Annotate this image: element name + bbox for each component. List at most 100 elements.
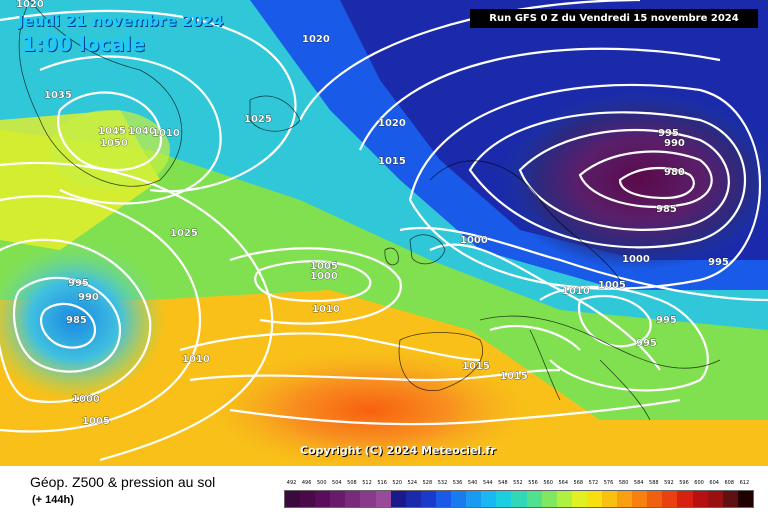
scale-swatch	[526, 491, 542, 507]
pressure-label: 1050	[100, 138, 128, 149]
pressure-label: 1000	[460, 235, 488, 246]
pressure-label: 995	[656, 315, 677, 326]
scale-swatch	[617, 491, 633, 507]
scale-tick-label: 504	[332, 480, 342, 486]
pressure-label: 1005	[82, 416, 110, 427]
pressure-label: 1025	[244, 114, 272, 125]
scale-swatch	[405, 491, 421, 507]
scale-swatches	[284, 490, 754, 508]
pressure-label: 1020	[16, 0, 44, 10]
pressure-label: 995	[636, 338, 657, 349]
scale-swatch	[481, 491, 497, 507]
forecast-date: Jeudi 21 novembre 2024	[18, 12, 224, 30]
scale-tick-label: 532	[437, 480, 448, 486]
scale-tick-label: 516	[377, 480, 387, 486]
scale-tick-label: 520	[392, 480, 402, 486]
pressure-label: 1035	[44, 90, 72, 101]
scale-ticks: 492 496 500 504 508 512 516 520 524 528 532 536 540 5…	[284, 480, 752, 486]
scale-swatch	[737, 491, 753, 507]
isobars	[0, 0, 768, 462]
scale-swatch	[632, 491, 648, 507]
scale-swatch	[420, 491, 436, 507]
scale-swatch	[330, 491, 346, 507]
pressure-label: 1020	[378, 118, 406, 129]
scale-swatch	[556, 491, 572, 507]
color-scale: 492 496 500 504 508 512 516 520 524 528 532 536 540 5…	[284, 480, 754, 510]
model-run-banner: Run GFS 0 Z du Vendredi 15 novembre 2024	[470, 9, 758, 28]
pressure-label: 995	[658, 128, 679, 139]
scale-tick-label: 568	[573, 480, 584, 486]
coastlines	[18, 0, 721, 421]
scale-tick-label: 524	[407, 480, 418, 486]
scale-tick-label: 612	[739, 480, 750, 486]
pressure-label: 995	[68, 278, 89, 289]
scale-tick-label: 572	[588, 480, 599, 486]
scale-tick-label: 536	[452, 480, 463, 486]
pressure-label: 1015	[500, 371, 528, 382]
pressure-label: 995	[708, 257, 729, 268]
scale-swatch	[345, 491, 361, 507]
scale-tick-label: 548	[498, 480, 508, 486]
scale-swatch	[692, 491, 708, 507]
scale-tick-label: 528	[422, 480, 433, 486]
pressure-label: 1010	[182, 354, 210, 365]
pressure-label: 985	[66, 315, 87, 326]
pressure-label: 1005	[598, 280, 626, 291]
pressure-label: 980	[664, 167, 685, 178]
pressure-label: 1015	[462, 361, 490, 372]
scale-swatch	[435, 491, 452, 507]
scale-tick-label: 604	[709, 480, 719, 486]
scale-swatch	[707, 491, 723, 507]
scale-swatch	[360, 491, 376, 507]
scale-swatch	[541, 491, 557, 507]
low-europe	[500, 90, 768, 270]
legend-subtitle: (+ 144h)	[32, 494, 74, 506]
scale-swatch	[466, 491, 482, 507]
scale-tick-label: 588	[649, 480, 659, 486]
pressure-label: 1045	[98, 126, 126, 137]
pressure-label: 1040	[128, 126, 156, 137]
scale-tick-label: 508	[347, 480, 357, 486]
legend-panel: Géop. Z500 & pression au sol (+ 144h) 49…	[0, 466, 768, 512]
legend-title: Géop. Z500 & pression au sol	[30, 474, 216, 490]
scale-tick-label: 584	[633, 480, 644, 486]
scale-swatch	[375, 491, 391, 507]
scale-tick-label: 556	[528, 480, 538, 486]
scale-tick-label: 560	[543, 480, 553, 486]
pressure-label: 1010	[152, 128, 180, 139]
weather-map: 1020 1020 1035 1045 1050 1040 1010 1025 …	[0, 0, 768, 466]
pressure-label: 1000	[72, 394, 100, 405]
pressure-label: 1010	[562, 286, 590, 297]
scale-tick-label: 500	[316, 480, 327, 486]
scale-tick-label: 596	[679, 480, 689, 486]
copyright-text: Copyright (C) 2024 Meteociel.fr	[300, 444, 496, 457]
scale-swatch	[571, 491, 587, 507]
scale-swatch	[285, 491, 301, 507]
scale-tick-label: 496	[301, 480, 312, 486]
scale-swatch	[300, 491, 316, 507]
scale-swatch	[511, 491, 527, 507]
pressure-label: 1000	[622, 254, 650, 265]
pressure-label: 1000	[72, 394, 100, 405]
pressure-label: 1010	[312, 304, 340, 315]
scale-swatch	[677, 491, 693, 507]
scale-swatch	[586, 491, 602, 507]
scale-tick-label: 580	[618, 480, 629, 486]
pressure-label: 990	[664, 138, 685, 149]
scale-tick-label: 552	[513, 480, 523, 486]
scale-tick-label: 576	[603, 480, 614, 486]
pressure-label: 990	[78, 292, 99, 303]
pressure-label: 1015	[378, 156, 406, 167]
pressure-label: 1000	[310, 271, 338, 282]
scale-swatch	[496, 491, 512, 507]
scale-tick-label: 540	[467, 480, 478, 486]
scale-swatch	[662, 491, 678, 507]
pressure-label: 985	[656, 204, 677, 215]
scale-swatch	[601, 491, 618, 507]
scale-swatch	[315, 491, 331, 507]
scale-tick-label: 592	[664, 480, 674, 486]
scale-swatch	[647, 491, 663, 507]
pressure-label: 1020	[302, 34, 330, 45]
scale-tick-label: 608	[724, 480, 735, 486]
scale-tick-label: 544	[482, 480, 493, 486]
